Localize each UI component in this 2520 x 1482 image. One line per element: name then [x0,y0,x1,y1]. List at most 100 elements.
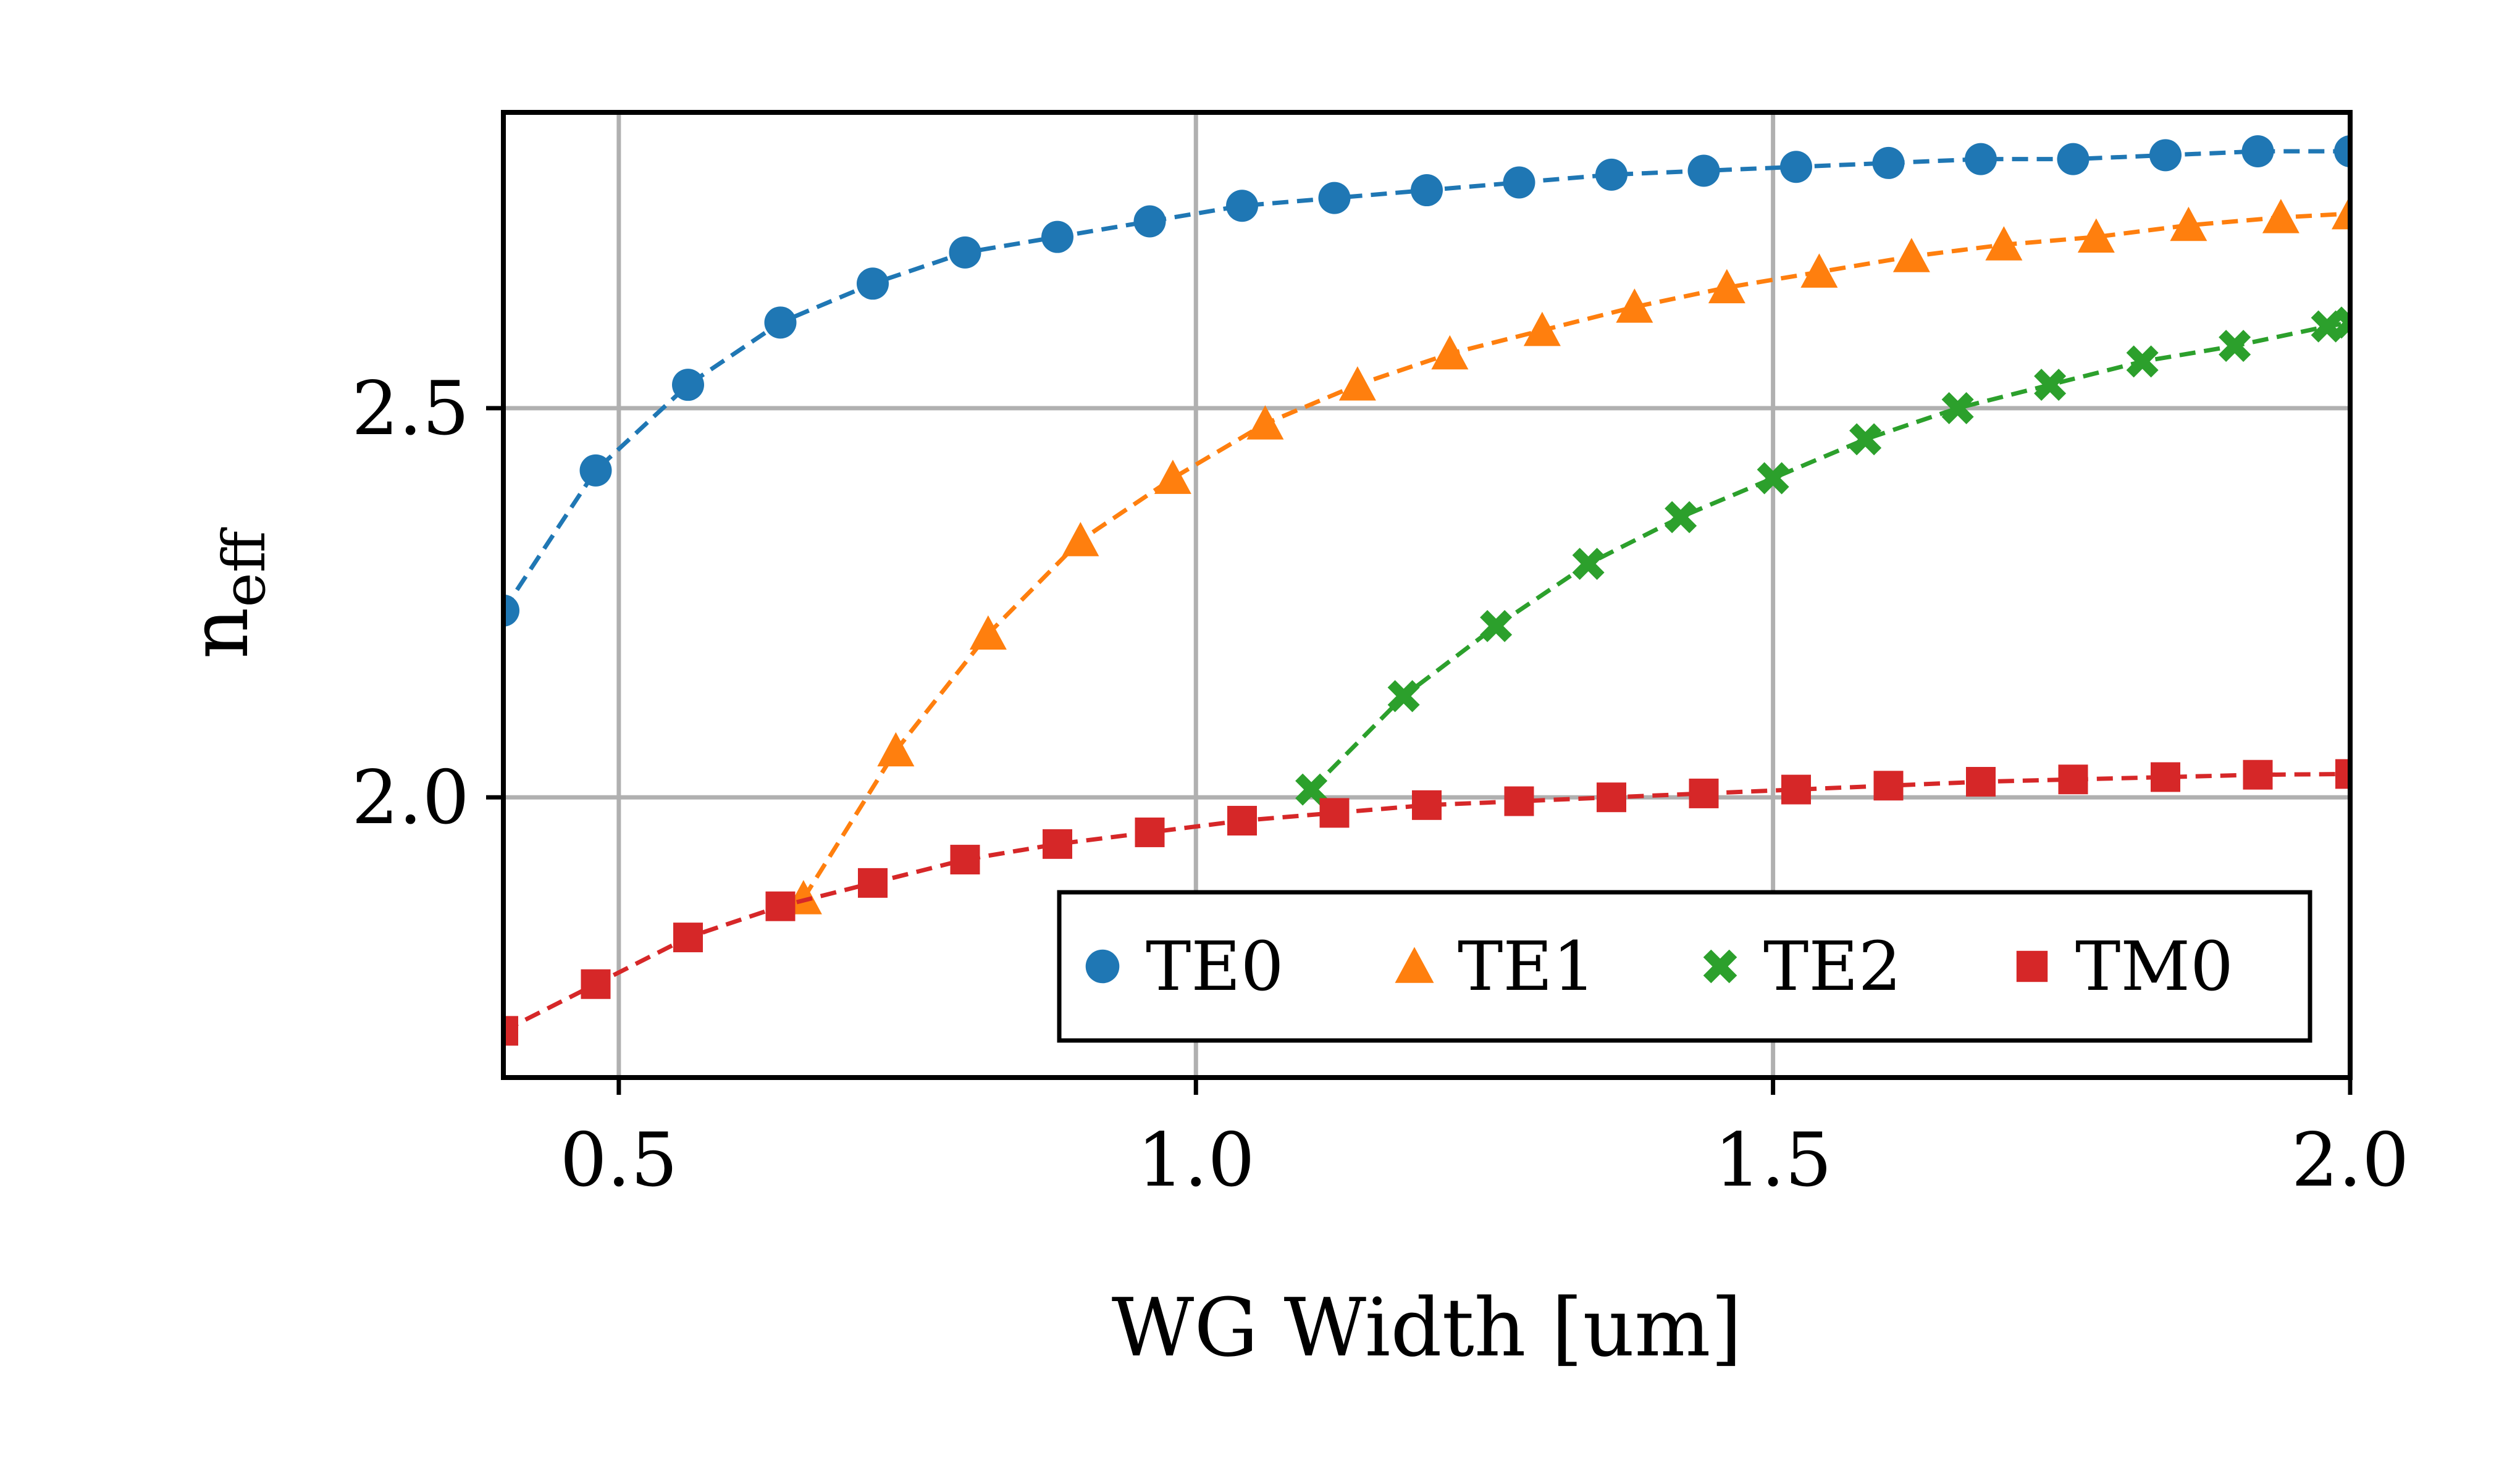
x-tick-label-1: 1.0 [1137,1118,1255,1204]
data-point-TE0 [2334,135,2350,168]
data-point-TE1 [1246,405,1284,440]
x-tick-label-2: 1.5 [1714,1118,1832,1204]
data-point-TE1 [1892,238,1930,272]
data-point-TM0 [1043,829,1072,859]
x-tick-label-0: 0.5 [560,1118,678,1204]
legend-marker-TE0 [1085,949,1120,984]
data-point-TE0 [1133,205,1166,238]
data-point-TE0 [857,267,889,300]
series-TE0 [503,135,2350,627]
data-point-TE0 [1226,190,1258,222]
y-axis-label: neff [172,527,279,659]
data-point-TE1 [1985,226,2023,261]
legend-label-TE2: TE2 [1763,927,1902,1006]
data-point-TE1 [1338,366,1376,401]
data-point-TE0 [1041,220,1073,253]
legend-label-TE0: TE0 [1146,927,1284,1006]
series-TE1 [784,195,2350,915]
data-point-TE1 [1431,335,1469,370]
data-point-TE1 [2262,199,2300,233]
legend-marker-TE1 [1395,947,1434,983]
data-point-TE2 [1572,548,1605,580]
data-point-TE1 [969,615,1007,650]
data-point-TE1 [1800,253,1838,288]
data-point-TE2 [1480,609,1513,642]
data-point-TM0 [1504,786,1534,816]
data-point-TE2 [2219,330,2251,362]
data-point-TM0 [2151,762,2180,792]
data-point-TE0 [672,369,704,401]
y-tick-label-1: 2.5 [351,366,469,452]
data-point-TM0 [1966,767,1996,797]
data-point-TE0 [2057,143,2090,175]
data-point-TE0 [2241,135,2274,168]
y-axis-label-subscript: eff [211,527,279,607]
series-line-TM0 [503,771,2350,1033]
data-point-TM0 [1227,806,1257,836]
data-point-TM0 [1873,771,1904,801]
data-point-TE1 [2332,195,2350,230]
y-axis-label-main: n [172,607,266,659]
data-point-TE1 [1708,269,1745,304]
x-tick-label-3: 2.0 [2291,1118,2409,1204]
legend-marker-TM0 [2016,950,2048,982]
data-point-TE0 [1318,182,1351,214]
axis-ticks: 0.5 1.0 1.5 2.0 2.0 2.5 [351,366,2409,1204]
data-point-TE2 [1941,391,1974,424]
data-point-TE2 [2126,345,2159,378]
data-point-TE0 [503,594,519,627]
legend-label-TM0: TM0 [2075,927,2233,1006]
data-point-TM0 [765,891,796,921]
data-point-TE1 [877,732,915,767]
data-point-TM0 [581,969,611,999]
legend-items: TE0 TE1 TE2 TM0 [1085,927,2233,1006]
legend-box [1057,890,2312,1043]
data-point-TE2 [1849,423,1882,456]
data-point-TE0 [579,454,612,487]
data-point-TM0 [1412,790,1442,820]
legend-label-TE1: TE1 [1458,927,1596,1006]
data-point-TE2 [1665,501,1697,534]
data-point-TE0 [2149,139,2182,172]
data-point-TE2 [1295,773,1328,806]
legend-marker-TE2 [1703,949,1737,984]
data-point-TM0 [2243,760,2273,790]
data-point-TE2 [2311,310,2343,343]
series-line-TE2 [1309,320,2350,792]
x-axis-label: WG Width [um] [1112,1281,1742,1375]
series-TE2 [1295,306,2350,806]
legend: TE0 TE1 TE2 TM0 [1057,890,2312,1043]
data-point-TE2 [1757,462,1789,495]
data-point-TE0 [1965,143,1997,175]
data-point-TE1 [2170,206,2207,241]
data-point-TM0 [858,868,888,898]
data-point-TE1 [1154,459,1191,494]
plot-series [503,135,2350,1046]
data-point-TE1 [1523,311,1561,346]
data-point-TM0 [950,845,980,875]
data-point-TE1 [1062,522,1099,556]
data-point-TE2 [2034,369,2067,401]
data-point-TM0 [1781,774,1811,805]
series-TM0 [503,759,2350,1046]
data-point-TM0 [1135,817,1165,847]
data-point-TE1 [2077,218,2115,253]
data-point-TE0 [1687,154,1720,187]
data-point-TE0 [1872,146,1905,179]
data-point-TE2 [2333,306,2350,339]
data-point-TM0 [673,923,703,953]
data-point-TE0 [764,306,797,339]
data-point-TE2 [1387,680,1420,713]
data-point-TE1 [1616,288,1653,323]
y-tick-label-0: 2.0 [351,755,469,841]
data-point-TE0 [949,236,981,269]
data-point-TM0 [1597,782,1626,813]
data-point-TE0 [1411,174,1443,207]
data-point-TE0 [1503,166,1535,199]
data-point-TM0 [1689,778,1719,808]
data-point-TE0 [1780,151,1812,183]
plot-frame [501,110,2353,1080]
data-point-TM0 [1319,798,1350,828]
data-point-TE0 [1595,158,1628,191]
